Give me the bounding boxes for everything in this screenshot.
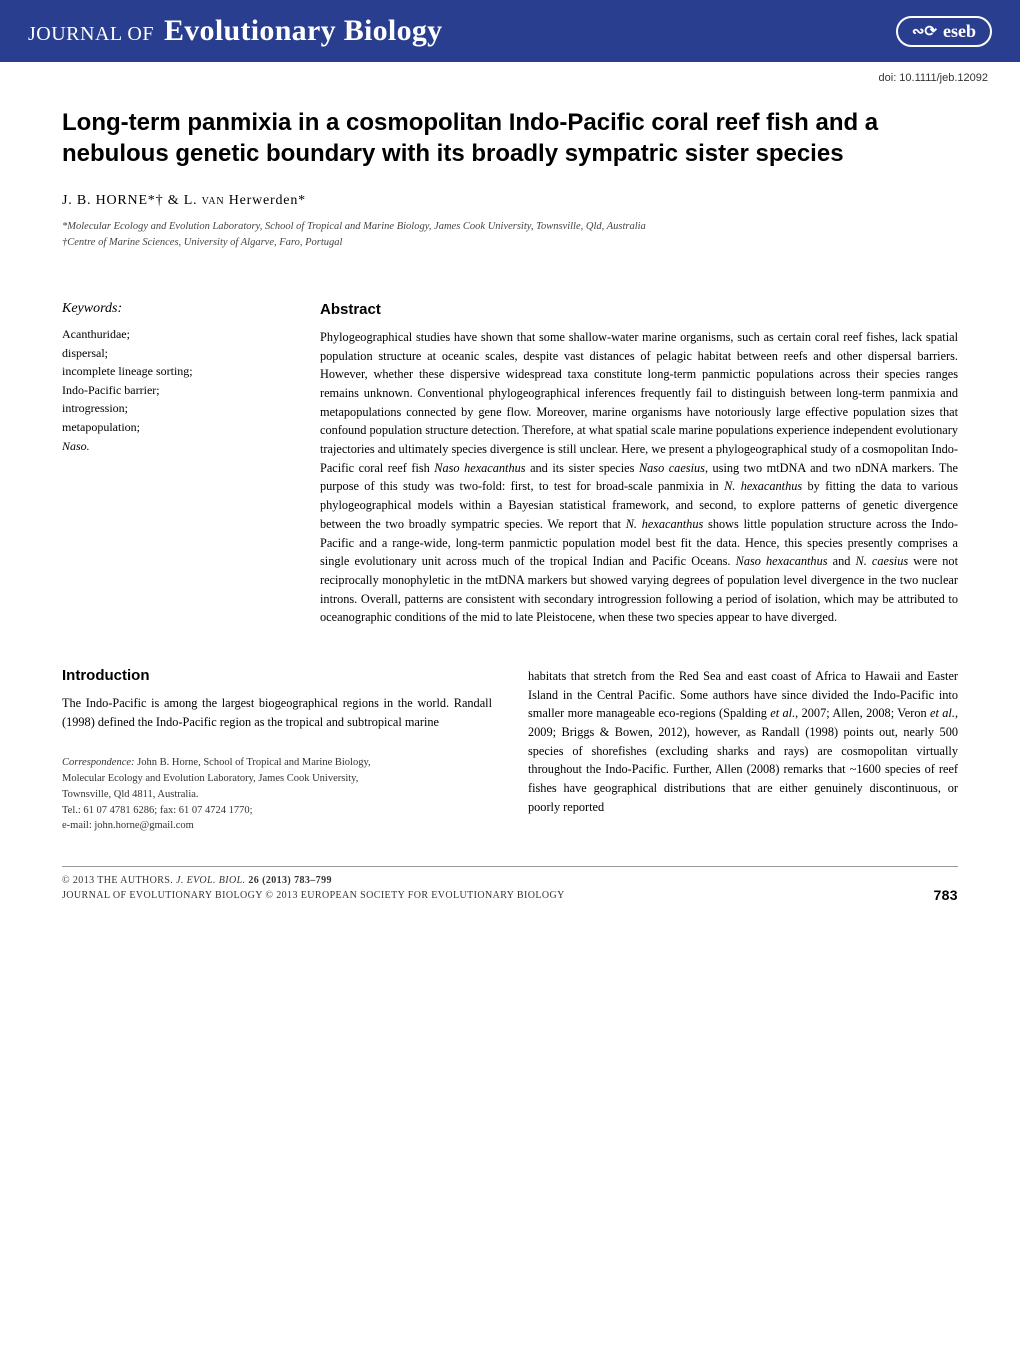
keywords-list: Acanthuridae;dispersal;incomplete lineag… bbox=[62, 325, 284, 455]
intro-heading: Introduction bbox=[62, 667, 492, 684]
affiliations-block: *Molecular Ecology and Evolution Laborat… bbox=[62, 219, 958, 251]
keyword-item: Acanthuridae; bbox=[62, 325, 284, 344]
italic-term: Naso hexacanthus bbox=[434, 461, 525, 475]
doi-line: doi: 10.1111/jeb.12092 bbox=[0, 62, 1020, 90]
correspondence-line: e-mail: john.horne@gmail.com bbox=[62, 820, 194, 831]
footer-rule bbox=[62, 866, 958, 867]
correspondence-line: Molecular Ecology and Evolution Laborato… bbox=[62, 773, 358, 784]
text-run: , 2009; Briggs & Bowen, 2012), however, … bbox=[528, 706, 958, 813]
article-title: Long-term panmixia in a cosmopolitan Ind… bbox=[62, 108, 958, 169]
intro-left-column: Introduction The Indo-Pacific is among t… bbox=[62, 667, 492, 834]
volume-pages: 26 (2013) 783–799 bbox=[248, 875, 331, 886]
italic-term: Naso caesius bbox=[639, 461, 705, 475]
correspondence-block: Correspondence: John B. Horne, School of… bbox=[62, 755, 492, 834]
italic-term: Naso hexacanthus bbox=[736, 554, 828, 568]
text-run: , 2007; Allen, 2008; Veron bbox=[795, 706, 930, 720]
keywords-abstract-row: Keywords: Acanthuridae;dispersal;incompl… bbox=[62, 301, 958, 627]
text-run: Phylogeographical studies have shown tha… bbox=[320, 330, 958, 475]
copyright-text: © 2013 THE AUTHORS. bbox=[62, 875, 176, 886]
text-run: and its sister species bbox=[526, 461, 639, 475]
abstract-body: Phylogeographical studies have shown tha… bbox=[320, 328, 958, 627]
italic-term: N. hexacanthus bbox=[626, 517, 704, 531]
intro-right-text: habitats that stretch from the Red Sea a… bbox=[528, 667, 958, 817]
abstract-heading: Abstract bbox=[320, 301, 958, 318]
correspondence-line: Townsville, Qld 4811, Australia. bbox=[62, 789, 199, 800]
intro-right-column: habitats that stretch from the Red Sea a… bbox=[528, 667, 958, 834]
keyword-item: Naso. bbox=[62, 437, 284, 456]
keyword-item: metapopulation; bbox=[62, 418, 284, 437]
journal-abbrev: J. EVOL. BIOL. bbox=[176, 875, 248, 886]
journal-title: JOURNAL OF Evolutionary Biology bbox=[28, 14, 442, 48]
article-content: Long-term panmixia in a cosmopolitan Ind… bbox=[0, 90, 1020, 866]
eseb-text: eseb bbox=[943, 21, 976, 42]
keyword-item: Indo-Pacific barrier; bbox=[62, 381, 284, 400]
eseb-logo: ∾⟳ eseb bbox=[896, 16, 992, 47]
italic-term: et al. bbox=[930, 706, 955, 720]
keywords-heading: Keywords: bbox=[62, 301, 284, 317]
intro-columns: Introduction The Indo-Pacific is among t… bbox=[62, 667, 958, 834]
text-run: The Indo-Pacific is among the largest bi… bbox=[62, 696, 492, 729]
keyword-item: introgression; bbox=[62, 399, 284, 418]
journal-prefix: JOURNAL OF bbox=[28, 23, 154, 46]
italic-term: et al. bbox=[770, 706, 795, 720]
footer-left: © 2013 THE AUTHORS. J. EVOL. BIOL. 26 (2… bbox=[62, 873, 565, 903]
keyword-item: incomplete lineage sorting; bbox=[62, 362, 284, 381]
italic-term: N. hexacanthus bbox=[724, 479, 802, 493]
text-run: and bbox=[828, 554, 856, 568]
correspondence-line: Tel.: 61 07 4781 6286; fax: 61 07 4724 1… bbox=[62, 805, 253, 816]
intro-left-text: The Indo-Pacific is among the largest bi… bbox=[62, 694, 492, 731]
journal-name: Evolutionary Biology bbox=[164, 14, 443, 48]
italic-term: N. caesius bbox=[856, 554, 909, 568]
abstract-column: Abstract Phylogeographical studies have … bbox=[320, 301, 958, 627]
correspondence-line: John B. Horne, School of Tropical and Ma… bbox=[135, 757, 371, 768]
keywords-column: Keywords: Acanthuridae;dispersal;incompl… bbox=[62, 301, 284, 627]
journal-banner: JOURNAL OF Evolutionary Biology ∾⟳ eseb bbox=[0, 0, 1020, 62]
society-line: JOURNAL OF EVOLUTIONARY BIOLOGY © 2013 E… bbox=[62, 890, 565, 901]
page-number: 783 bbox=[933, 887, 958, 903]
keyword-item: dispersal; bbox=[62, 344, 284, 363]
affiliation-line: †Centre of Marine Sciences, University o… bbox=[62, 235, 958, 251]
authors-line: J. B. HORNE*† & L. van Herwerden* bbox=[62, 193, 958, 209]
affiliation-line: *Molecular Ecology and Evolution Laborat… bbox=[62, 219, 958, 235]
footer-row: © 2013 THE AUTHORS. J. EVOL. BIOL. 26 (2… bbox=[62, 873, 958, 903]
eseb-swirl-icon: ∾⟳ bbox=[912, 22, 937, 41]
correspondence-label: Correspondence: bbox=[62, 757, 135, 768]
page-footer: © 2013 THE AUTHORS. J. EVOL. BIOL. 26 (2… bbox=[0, 866, 1020, 903]
